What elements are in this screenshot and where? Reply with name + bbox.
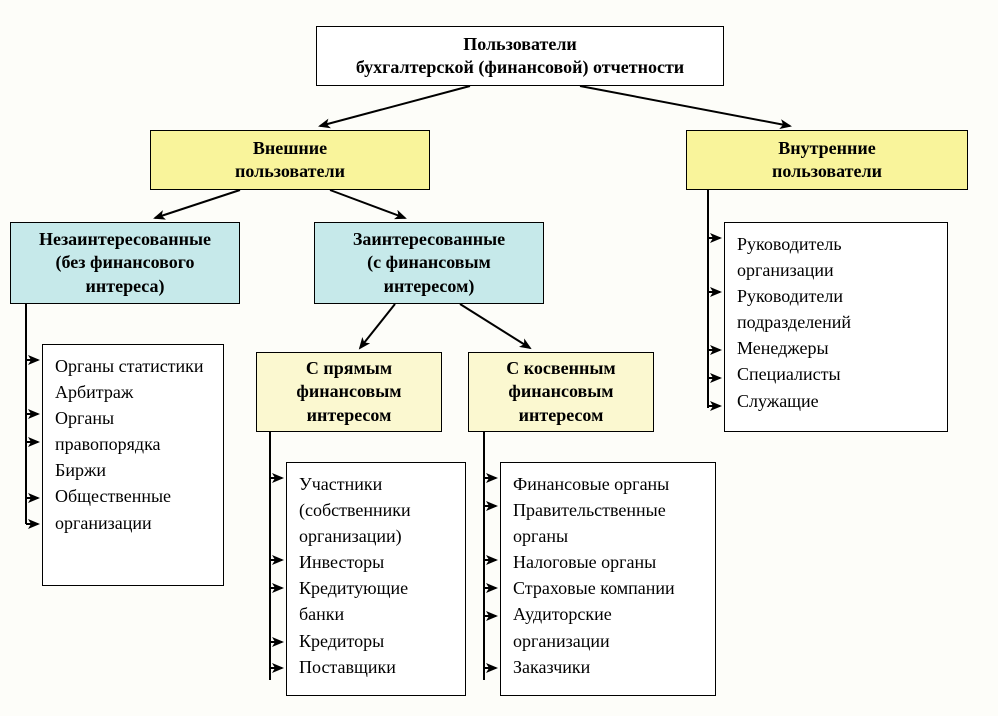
list-item: Финансовые органы [513,471,705,497]
node-internal-line1: Внутренние [778,137,876,160]
list-item: Кредитующие банки [299,575,455,627]
list-item: Органы правопорядка [55,405,213,457]
node-indirect: С косвенным финансовым интересом [468,352,654,432]
list-item: Кредиторы [299,628,455,654]
list-item: Органы статистики [55,353,213,379]
node-interested-line1: Заинтересованные [353,228,505,251]
node-uninterested-line2: (без финансового [56,251,195,274]
list-item: Поставщики [299,654,455,680]
node-uninterested-line3: интереса) [86,275,165,298]
list-item: Биржи [55,457,213,483]
node-interested-line3: интересом) [384,275,475,298]
list-indirect: Финансовые органы Правительственные орга… [500,462,716,696]
node-direct-line3: интересом [307,404,392,427]
list-direct: Участники (собственники организации) Инв… [286,462,466,696]
node-interested-line2: (с финансовым [367,251,491,274]
list-item: Менеджеры [737,335,937,361]
list-item: Страховые компании [513,575,705,601]
list-item: Общественные организации [55,483,213,535]
node-direct: С прямым финансовым интересом [256,352,442,432]
node-external: Внешние пользователи [150,130,430,190]
list-item: Инвесторы [299,549,455,575]
list-item: Руководители подразделений [737,283,937,335]
list-item: Арбитраж [55,379,213,405]
node-indirect-line1: С косвенным [506,357,615,380]
list-item: Участники (собственники организации) [299,471,455,549]
list-uninterested: Органы статистики Арбитраж Органы правоп… [42,344,224,586]
list-item: Аудиторские организации [513,601,705,653]
node-interested: Заинтересованные (с финансовым интересом… [314,222,544,304]
list-item: Служащие [737,388,937,414]
list-item: Специалисты [737,361,937,387]
node-indirect-line2: финансовым [508,380,613,403]
list-item: Налоговые органы [513,549,705,575]
node-direct-line2: финансовым [296,380,401,403]
node-external-line2: пользователи [235,160,345,183]
node-indirect-line3: интересом [519,404,604,427]
node-uninterested-line1: Незаинтересованные [39,228,211,251]
list-item: Заказчики [513,654,705,680]
node-root-line2: бухгалтерской (финансовой) отчетности [356,56,684,79]
node-direct-line1: С прямым [306,357,392,380]
list-internal: Руководитель организации Руководители по… [724,222,948,432]
node-internal-line2: пользователи [772,160,882,183]
node-external-line1: Внешние [253,137,327,160]
list-item: Руководитель организации [737,231,937,283]
node-internal: Внутренние пользователи [686,130,968,190]
node-root: Пользователи бухгалтерской (финансовой) … [316,26,724,86]
node-uninterested: Незаинтересованные (без финансового инте… [10,222,240,304]
diagram-canvas: Пользователи бухгалтерской (финансовой) … [0,0,998,716]
list-item: Правительственные органы [513,497,705,549]
node-root-line1: Пользователи [463,33,577,56]
